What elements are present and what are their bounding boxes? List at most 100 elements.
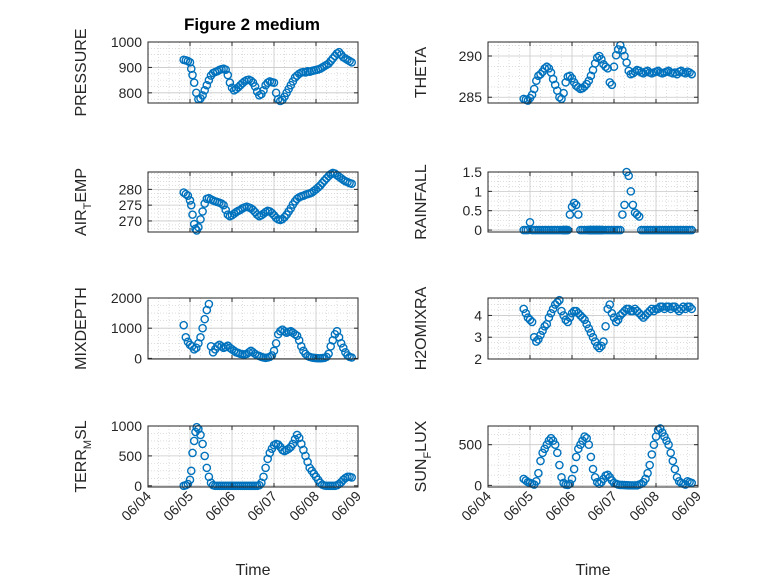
data-point bbox=[188, 210, 197, 219]
data-point bbox=[590, 59, 600, 68]
data-point bbox=[532, 477, 541, 486]
data-point bbox=[571, 200, 581, 210]
data-point bbox=[200, 451, 209, 461]
data-point bbox=[198, 91, 207, 100]
data-point bbox=[334, 47, 344, 57]
data-point bbox=[200, 314, 209, 324]
data-point bbox=[565, 313, 575, 322]
data-point bbox=[521, 308, 531, 318]
data-point bbox=[578, 436, 587, 445]
data-point bbox=[536, 330, 545, 340]
data-point bbox=[189, 78, 199, 87]
data-point bbox=[597, 225, 607, 235]
data-point bbox=[185, 196, 195, 205]
data-point bbox=[557, 94, 566, 104]
data-point bbox=[181, 189, 191, 199]
y-tick-label: 2000 bbox=[111, 290, 142, 306]
data-point bbox=[616, 225, 625, 235]
data-point bbox=[315, 181, 325, 190]
data-point bbox=[198, 207, 207, 216]
y-tick-label: 1000 bbox=[111, 320, 142, 336]
data-point bbox=[569, 198, 579, 208]
data-point bbox=[666, 304, 676, 314]
axes-box bbox=[487, 171, 699, 233]
y-axis-label-part: TERR bbox=[73, 449, 90, 493]
data-point bbox=[571, 452, 581, 462]
y-tick-label: 4 bbox=[474, 307, 482, 323]
data-point bbox=[288, 439, 298, 449]
data-point bbox=[624, 304, 634, 314]
data-point bbox=[626, 187, 636, 196]
axes-box bbox=[147, 41, 359, 104]
data-point bbox=[597, 341, 606, 351]
data-point bbox=[666, 448, 676, 458]
y-tick-label: 1.5 bbox=[463, 164, 483, 180]
data-point bbox=[601, 62, 610, 72]
y-tick-label: 270 bbox=[119, 213, 143, 229]
data-point bbox=[584, 324, 594, 333]
data-point bbox=[546, 308, 556, 318]
data-point bbox=[557, 306, 566, 316]
data-point bbox=[534, 335, 543, 344]
data-point bbox=[597, 55, 606, 64]
data-point bbox=[664, 302, 673, 312]
data-point bbox=[592, 341, 602, 351]
data-point bbox=[519, 304, 529, 314]
y-axis-label: SUNFLUX bbox=[413, 420, 434, 492]
data-point bbox=[536, 456, 545, 466]
data-point bbox=[632, 210, 642, 219]
data-point bbox=[347, 353, 357, 362]
data-point bbox=[603, 470, 613, 480]
data-point bbox=[668, 456, 678, 466]
y-axis-label: MIXDEPTH bbox=[73, 287, 90, 370]
data-point bbox=[550, 80, 560, 90]
data-point bbox=[527, 317, 537, 327]
data-point bbox=[546, 433, 556, 443]
data-point bbox=[664, 440, 673, 450]
data-point bbox=[227, 83, 237, 93]
data-point bbox=[658, 428, 667, 437]
data-point bbox=[580, 432, 589, 441]
data-point bbox=[338, 343, 348, 353]
data-point bbox=[194, 222, 203, 232]
data-point bbox=[259, 85, 268, 95]
data-point bbox=[660, 304, 669, 314]
data-point bbox=[273, 440, 283, 449]
data-point bbox=[687, 304, 697, 314]
data-point bbox=[590, 472, 600, 482]
data-point bbox=[265, 448, 275, 458]
data-point bbox=[613, 45, 623, 54]
data-point bbox=[328, 54, 338, 63]
data-point bbox=[183, 191, 193, 200]
data-point bbox=[639, 69, 648, 78]
data-point bbox=[562, 225, 572, 235]
data-point bbox=[269, 78, 279, 87]
y-tick-label: 0 bbox=[474, 222, 482, 238]
data-point bbox=[590, 337, 600, 346]
data-point bbox=[653, 304, 663, 314]
y-axis-label-part: AIR bbox=[73, 209, 90, 236]
data-point bbox=[225, 78, 235, 87]
y-tick-label: 500 bbox=[119, 448, 143, 464]
data-point bbox=[548, 436, 558, 445]
data-point bbox=[204, 299, 214, 309]
y-axis-label: AIRTEMP bbox=[73, 168, 94, 236]
data-point bbox=[622, 58, 631, 67]
data-point bbox=[186, 200, 196, 210]
data-point bbox=[630, 67, 640, 76]
data-point bbox=[605, 78, 615, 87]
data-point bbox=[538, 326, 547, 335]
data-point bbox=[523, 225, 533, 235]
data-point bbox=[538, 448, 547, 458]
data-point bbox=[548, 304, 558, 314]
data-point bbox=[557, 472, 566, 482]
y-tick-label: 2 bbox=[474, 351, 482, 367]
data-point bbox=[582, 319, 592, 329]
x-axis-label: Time bbox=[236, 562, 271, 579]
axes-box bbox=[487, 425, 699, 488]
axes-box bbox=[147, 425, 359, 488]
data-point bbox=[196, 430, 205, 440]
y-tick-label: 280 bbox=[119, 181, 143, 197]
